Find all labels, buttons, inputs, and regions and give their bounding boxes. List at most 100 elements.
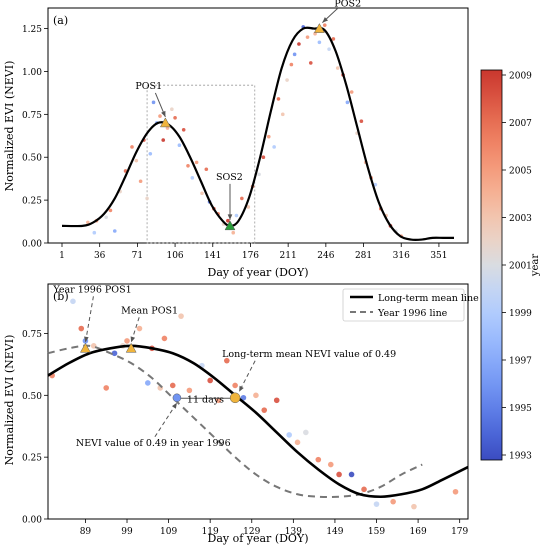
data-point bbox=[178, 313, 184, 319]
data-point bbox=[276, 97, 281, 101]
data-point bbox=[361, 486, 367, 493]
annotation-label: Year 1996 POS1 bbox=[52, 284, 131, 295]
data-point bbox=[411, 503, 417, 510]
data-point bbox=[234, 213, 239, 218]
data-point bbox=[136, 325, 143, 332]
data-point bbox=[294, 439, 301, 446]
marker-pos1 bbox=[125, 342, 137, 353]
x-tick-label: 129 bbox=[243, 527, 260, 537]
data-point bbox=[232, 382, 238, 389]
data-point bbox=[124, 338, 130, 344]
panel-a-frame bbox=[47, 7, 469, 244]
data-point bbox=[336, 471, 342, 478]
annotation-label: SOS2 bbox=[216, 172, 243, 183]
data-point bbox=[373, 501, 380, 507]
data-point bbox=[240, 196, 244, 201]
data-point bbox=[331, 37, 336, 41]
panel-a-curve bbox=[61, 26, 454, 241]
data-point bbox=[390, 498, 396, 505]
data-point bbox=[373, 182, 378, 187]
data-point bbox=[207, 377, 213, 384]
y-tick-label: 0.50 bbox=[22, 154, 42, 164]
annotation-label: POS1 bbox=[135, 81, 162, 92]
data-point bbox=[246, 205, 251, 209]
data-point bbox=[151, 100, 156, 105]
data-point bbox=[349, 90, 354, 94]
data-point bbox=[327, 461, 334, 468]
data-point bbox=[194, 160, 199, 165]
panel-b-markers: Year 1996 POS1 Mean POS1 Long-term mean NE… bbox=[52, 284, 396, 448]
data-point bbox=[348, 471, 355, 478]
data-point bbox=[92, 230, 97, 235]
colorbar-gradient bbox=[480, 69, 503, 461]
x-tick-label: 246 bbox=[317, 251, 334, 261]
data-point bbox=[297, 42, 301, 46]
panel-b-frame bbox=[47, 283, 469, 520]
panel-a-label: (a) bbox=[53, 14, 68, 27]
marker-pos1 bbox=[159, 117, 171, 128]
data-point bbox=[226, 218, 230, 223]
data-point bbox=[103, 385, 110, 391]
colorbar-label: year bbox=[530, 254, 541, 278]
data-point bbox=[289, 62, 294, 67]
panel-a-x-ticks: 1 36 71 106 141 176 211 246 281 316 351 bbox=[59, 243, 448, 261]
panel-a-y-ticks: 0.00 0.25 0.50 0.75 1.00 1.25 bbox=[22, 25, 48, 250]
colorbar-tick-label: 2003 bbox=[509, 214, 532, 224]
data-point bbox=[181, 127, 186, 132]
data-point bbox=[177, 143, 182, 148]
annotation-label: Mean POS1 bbox=[121, 305, 178, 316]
marker-arrow-head bbox=[227, 214, 233, 220]
data-point bbox=[286, 432, 292, 438]
data-point bbox=[273, 397, 280, 404]
y-tick-label: 1.00 bbox=[22, 68, 42, 78]
y-tick-label: 0.25 bbox=[22, 454, 42, 464]
x-tick-label: 106 bbox=[166, 251, 183, 261]
data-point bbox=[292, 52, 297, 57]
panel-b-mean-line bbox=[47, 344, 469, 499]
data-point bbox=[134, 158, 139, 163]
marker-nevi-value bbox=[229, 392, 241, 404]
panel-b-xlabel: Day of year (DOY) bbox=[208, 532, 309, 545]
data-point bbox=[145, 380, 151, 386]
y-tick-label: 0.25 bbox=[22, 197, 42, 207]
colorbar-ticks: 1993 1995 1997 1999 2001 2003 2005 2007 2009 bbox=[502, 72, 532, 462]
data-point bbox=[148, 152, 153, 156]
data-point bbox=[186, 164, 190, 168]
panel-b-legend: Long-term mean line Year 1996 line bbox=[342, 288, 479, 322]
data-point bbox=[170, 107, 174, 112]
x-tick-label: 36 bbox=[94, 251, 106, 261]
x-tick-label: 169 bbox=[410, 527, 427, 537]
colorbar-tick-label: 1993 bbox=[509, 452, 532, 462]
x-tick-label: 176 bbox=[242, 251, 259, 261]
colorbar-tick-label: 1995 bbox=[509, 404, 532, 414]
data-point bbox=[272, 145, 276, 149]
data-point bbox=[161, 138, 166, 142]
x-tick-label: 89 bbox=[80, 527, 92, 537]
data-point bbox=[335, 66, 340, 70]
x-tick-label: 109 bbox=[160, 527, 177, 537]
data-point bbox=[308, 61, 313, 65]
data-point bbox=[224, 357, 230, 364]
panel-a-markers: POS1 SOS2 POS2 bbox=[135, 0, 361, 231]
annotation-label: NEVI value of 0.49 in year 1996 bbox=[76, 438, 231, 449]
data-point bbox=[285, 78, 289, 82]
data-point bbox=[104, 215, 108, 220]
x-tick-label: 211 bbox=[280, 251, 297, 261]
panel-b: (b) 0.00 0.25 0.50 0.75 89 99 109 119 129 139 149… bbox=[3, 283, 479, 545]
x-tick-label: 119 bbox=[202, 527, 219, 537]
y-tick-label: 0.00 bbox=[22, 240, 42, 250]
data-point bbox=[130, 145, 134, 149]
data-point bbox=[280, 112, 285, 117]
data-point bbox=[169, 382, 176, 389]
data-point bbox=[231, 230, 236, 235]
x-tick-label: 159 bbox=[368, 527, 385, 537]
data-point bbox=[240, 394, 247, 401]
colorbar-tick-label: 2009 bbox=[509, 72, 532, 82]
y-tick-label: 1.25 bbox=[22, 25, 42, 35]
colorbar-tick-label: 1999 bbox=[509, 309, 532, 319]
data-point bbox=[266, 134, 271, 139]
data-point bbox=[186, 387, 193, 394]
marker-arrow-head bbox=[161, 110, 166, 117]
legend-mean-label: Long-term mean line bbox=[378, 293, 479, 304]
